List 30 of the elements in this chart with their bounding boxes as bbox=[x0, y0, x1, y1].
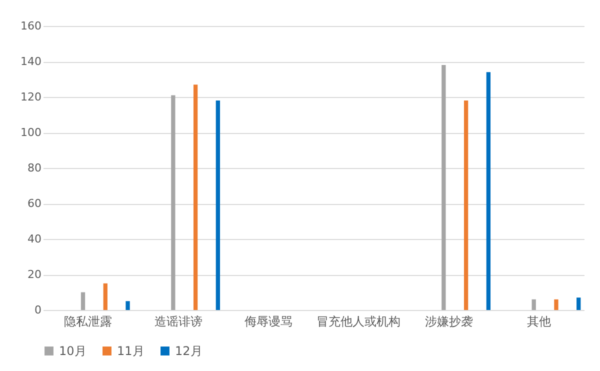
bar bbox=[80, 292, 86, 310]
x-tick-label: 其他 bbox=[526, 314, 551, 328]
bar bbox=[486, 72, 491, 310]
y-tick-label: 60 bbox=[28, 197, 42, 210]
y-tick-label: 0 bbox=[34, 304, 42, 316]
legend-label: 12月 bbox=[175, 344, 202, 358]
bar bbox=[464, 100, 468, 310]
bar bbox=[554, 299, 558, 310]
y-tick-label: 40 bbox=[28, 232, 42, 246]
bar bbox=[442, 65, 446, 310]
legend-label: 10月 bbox=[59, 344, 86, 358]
bar bbox=[532, 299, 536, 310]
x-tick-label: 冒充他人或机构 bbox=[316, 314, 401, 328]
bar bbox=[193, 84, 198, 310]
y-tick-label: 140 bbox=[20, 55, 42, 68]
y-tick-label: 160 bbox=[20, 20, 42, 32]
y-tick-label: 20 bbox=[28, 268, 42, 281]
bar bbox=[216, 100, 220, 310]
x-tick-label: 侮辱谩骂 bbox=[244, 314, 292, 328]
x-tick-label: 涉嫌抄袭 bbox=[424, 314, 473, 328]
x-tick-label: 隐私泄露 bbox=[64, 314, 112, 328]
bar bbox=[103, 283, 108, 310]
x-tick-label: 造谣诽谤 bbox=[154, 314, 202, 328]
bar bbox=[126, 301, 130, 310]
bar bbox=[171, 95, 176, 310]
y-tick-label: 120 bbox=[20, 90, 42, 104]
y-tick-label: 100 bbox=[20, 126, 42, 139]
legend-label: 11月 bbox=[117, 344, 144, 358]
y-tick-label: 80 bbox=[28, 162, 42, 174]
bar bbox=[576, 298, 581, 310]
